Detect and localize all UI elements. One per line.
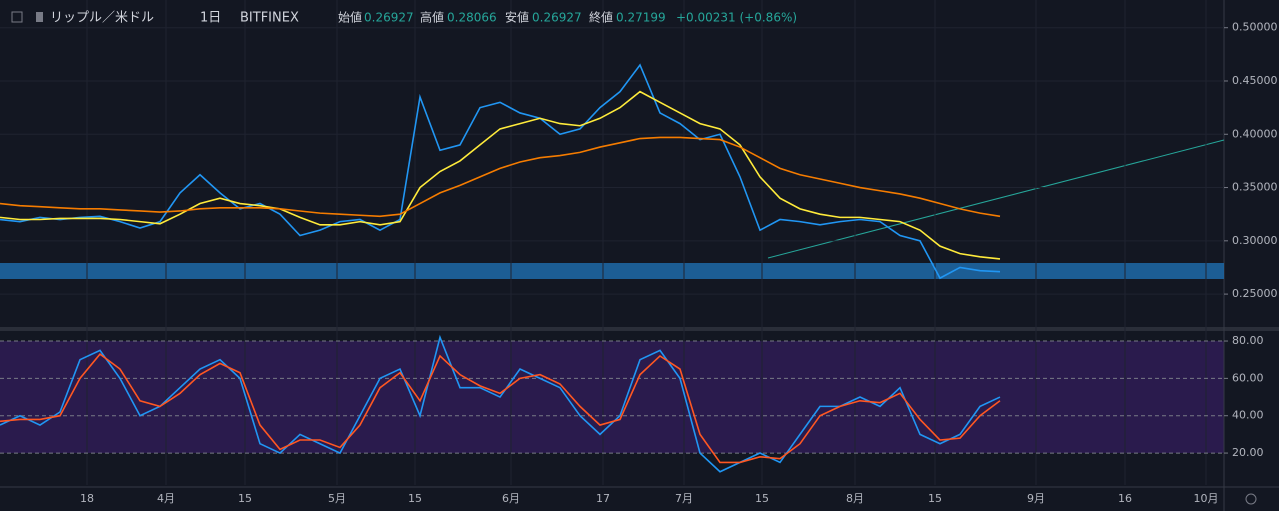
symbol: リップル／米ドル	[50, 11, 154, 26]
settings-icon[interactable]	[1245, 493, 1257, 505]
series-line	[0, 90, 1001, 260]
x-tick-label: 15	[928, 492, 942, 505]
x-tick-label: 16	[1118, 492, 1132, 505]
x-tick-label: 15	[755, 492, 769, 505]
x-tick-label: 18	[80, 492, 94, 505]
high-value: 0.28066	[447, 11, 497, 25]
x-tick-label: 4月	[157, 492, 175, 505]
y-tick-label: 0.50000	[1232, 21, 1278, 34]
expand-icon[interactable]	[11, 11, 23, 23]
interval[interactable]: 1日	[200, 11, 221, 26]
y-tick-label: 0.25000	[1232, 287, 1278, 300]
stoch-band	[0, 341, 1224, 453]
y-tick-label: 40.00	[1232, 409, 1264, 422]
trend-line	[767, 139, 1225, 259]
series-line	[0, 334, 1001, 473]
close-value: 0.27199	[616, 11, 666, 25]
y-tick-label: 0.30000	[1232, 234, 1278, 247]
low-value: 0.26927	[532, 11, 582, 25]
close-label: 終値	[589, 10, 613, 25]
x-tick-label: 15	[408, 492, 422, 505]
x-tick-label: 8月	[846, 492, 864, 505]
x-tick-label: 6月	[502, 492, 520, 505]
support-zone	[0, 263, 1224, 279]
x-tick-label: 17	[596, 492, 610, 505]
open-value: 0.26927	[364, 11, 414, 25]
y-tick-label: 0.40000	[1232, 127, 1278, 140]
x-tick-label: 15	[238, 492, 252, 505]
symbol-icon	[36, 12, 43, 22]
low-label: 安値	[505, 10, 529, 25]
y-tick-label: 0.35000	[1232, 181, 1278, 194]
change: +0.00231 (+0.86%)	[676, 11, 797, 25]
x-tick-label: 5月	[328, 492, 346, 505]
open-label: 始値	[338, 10, 362, 25]
exchange: BITFINEX	[240, 11, 299, 26]
y-tick-label: 0.45000	[1232, 74, 1278, 87]
y-tick-label: 80.00	[1232, 334, 1264, 347]
x-tick-label: 7月	[675, 492, 693, 505]
y-tick-label: 20.00	[1232, 446, 1264, 459]
x-tick-label: 9月	[1027, 492, 1045, 505]
y-tick-label: 60.00	[1232, 371, 1264, 384]
high-label: 高値	[420, 10, 444, 25]
series-line	[0, 136, 1001, 218]
series-line	[0, 353, 1001, 464]
x-tick-label: 10月	[1194, 492, 1219, 505]
